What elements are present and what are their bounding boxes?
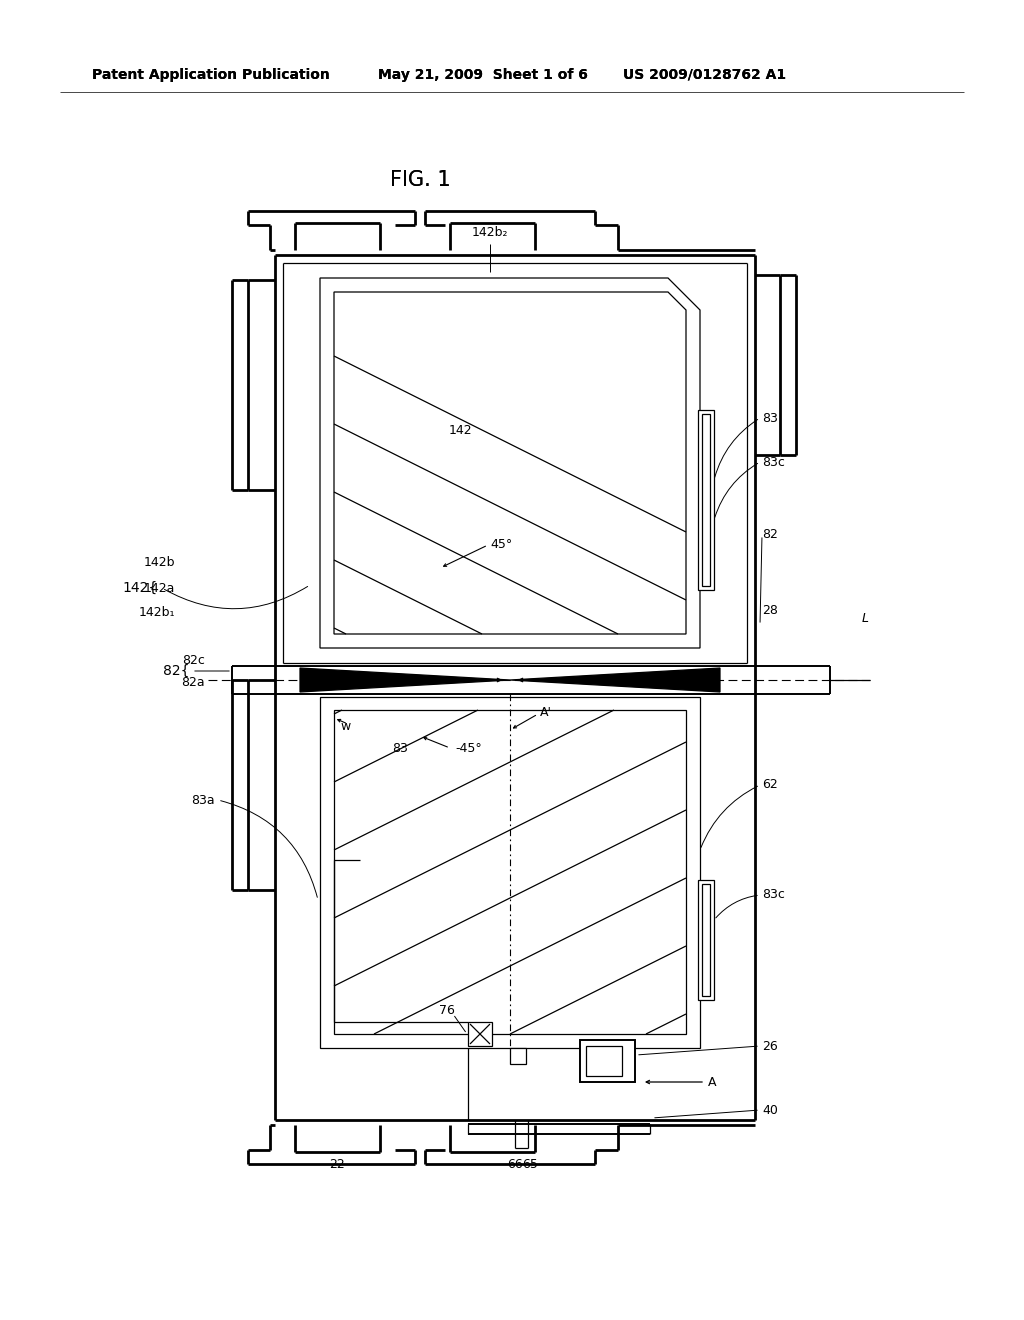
Text: 82a: 82a xyxy=(181,676,205,689)
Text: 45°: 45° xyxy=(490,539,512,552)
Bar xyxy=(586,1045,622,1076)
Text: 65: 65 xyxy=(522,1159,538,1172)
Text: 82: 82 xyxy=(762,528,778,541)
Text: A': A' xyxy=(540,705,552,718)
Text: US 2009/0128762 A1: US 2009/0128762 A1 xyxy=(623,69,786,82)
Text: 142b: 142b xyxy=(143,557,175,569)
Text: US 2009/0128762 A1: US 2009/0128762 A1 xyxy=(623,69,786,82)
Text: 142a: 142a xyxy=(143,582,175,594)
Polygon shape xyxy=(334,292,686,634)
Text: FIG. 1: FIG. 1 xyxy=(390,170,451,190)
Text: 66: 66 xyxy=(507,1159,523,1172)
Text: 82c: 82c xyxy=(182,653,205,667)
Text: 76: 76 xyxy=(439,1003,455,1016)
Bar xyxy=(580,1040,635,1082)
Bar xyxy=(702,414,710,586)
Text: A: A xyxy=(708,1076,717,1089)
Text: 142b₂: 142b₂ xyxy=(472,227,508,239)
Text: 83a: 83a xyxy=(191,793,215,807)
Text: w: w xyxy=(340,719,350,733)
Text: 142b₁: 142b₁ xyxy=(138,606,175,619)
Text: 28: 28 xyxy=(762,603,778,616)
Bar xyxy=(698,411,714,590)
Polygon shape xyxy=(334,710,686,1034)
Text: 83c: 83c xyxy=(762,455,784,469)
Text: 83c: 83c xyxy=(762,888,784,902)
Text: 142{: 142{ xyxy=(123,581,158,595)
Text: Patent Application Publication: Patent Application Publication xyxy=(92,69,330,82)
Text: Patent Application Publication: Patent Application Publication xyxy=(92,69,330,82)
Bar xyxy=(468,1022,492,1045)
Text: 83: 83 xyxy=(762,412,778,425)
Text: -45°: -45° xyxy=(455,742,481,755)
Bar xyxy=(510,1048,526,1064)
Polygon shape xyxy=(510,668,720,692)
Text: 142: 142 xyxy=(449,424,472,437)
Bar xyxy=(702,884,710,997)
Text: L: L xyxy=(862,611,869,624)
Text: 26: 26 xyxy=(762,1040,778,1052)
Text: 82{: 82{ xyxy=(164,664,190,678)
Text: 22: 22 xyxy=(329,1159,345,1172)
Text: FIG. 1: FIG. 1 xyxy=(390,170,451,190)
Text: May 21, 2009  Sheet 1 of 6: May 21, 2009 Sheet 1 of 6 xyxy=(378,69,588,82)
Text: 40: 40 xyxy=(762,1104,778,1117)
Text: 62: 62 xyxy=(762,779,778,792)
Text: 83: 83 xyxy=(392,742,408,755)
Polygon shape xyxy=(300,668,510,692)
Bar xyxy=(698,880,714,1001)
Text: May 21, 2009  Sheet 1 of 6: May 21, 2009 Sheet 1 of 6 xyxy=(378,69,588,82)
